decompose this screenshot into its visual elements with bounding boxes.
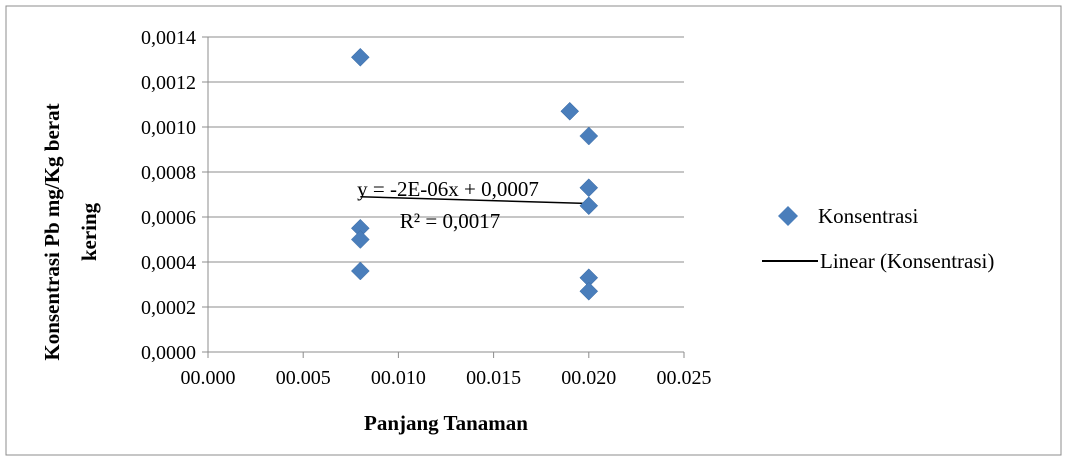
y-tick-label-2: 0,0004 (141, 252, 196, 274)
y-tick-label-0: 0,0000 (141, 342, 196, 364)
x-tick-label-3: 00.015 (466, 367, 521, 389)
data-points (350, 47, 599, 301)
y-tick-label-3: 0,0006 (141, 207, 196, 229)
x-axis-title: Panjang Tanaman (364, 411, 528, 435)
y-tick-labels: 0,0000 0,0002 0,0004 0,0006 0,0008 0,0010 0,00… (141, 27, 196, 364)
data-point-7 (579, 196, 599, 216)
legend-label-linear: Linear (Konsentrasi) (820, 249, 994, 273)
x-tick-label-5: 00.025 (657, 367, 712, 389)
legend: Konsentrasi Linear (Konsentrasi) (762, 204, 994, 273)
trendline-group (360, 196, 589, 205)
y-tick-label-5: 0,0010 (141, 117, 196, 139)
y-tick-label-1: 0,0002 (141, 297, 196, 319)
y-tick-label-7: 0,0014 (141, 27, 196, 49)
data-point-5 (579, 126, 599, 146)
chart-border (5, 5, 1062, 456)
data-point-2 (350, 230, 370, 249)
data-point-3 (350, 261, 370, 281)
axes (207, 37, 685, 358)
x-tick-label-1: 00.005 (276, 367, 331, 389)
x-tick-label-2: 00.010 (371, 367, 426, 389)
trendline-r2: R² = 0,0017 (400, 209, 500, 233)
legend-marker-konsentrasi (778, 206, 798, 226)
x-tick-label-4: 00.020 (561, 367, 616, 389)
y-tick-label-4: 0,0008 (141, 162, 196, 184)
x-tick-labels: 00.000 00.005 00.010 00.015 00.020 00.025 (181, 367, 712, 389)
data-point-9 (579, 281, 599, 301)
gridlines (202, 36, 684, 353)
y-axis-title-line-1: Konsentrasi Pb mg/Kg berat (40, 103, 64, 360)
data-point-0 (350, 47, 370, 67)
y-tick-label-6: 0,0012 (141, 72, 196, 94)
legend-label-konsentrasi: Konsentrasi (818, 204, 918, 228)
data-point-4 (560, 101, 580, 121)
trendline-equation: y = -2E-06x + 0,0007 (357, 177, 539, 201)
trendline-linear (360, 196, 589, 205)
y-axis-title-line-2: kering (77, 202, 101, 261)
x-tick-label-0: 00.000 (181, 367, 236, 389)
